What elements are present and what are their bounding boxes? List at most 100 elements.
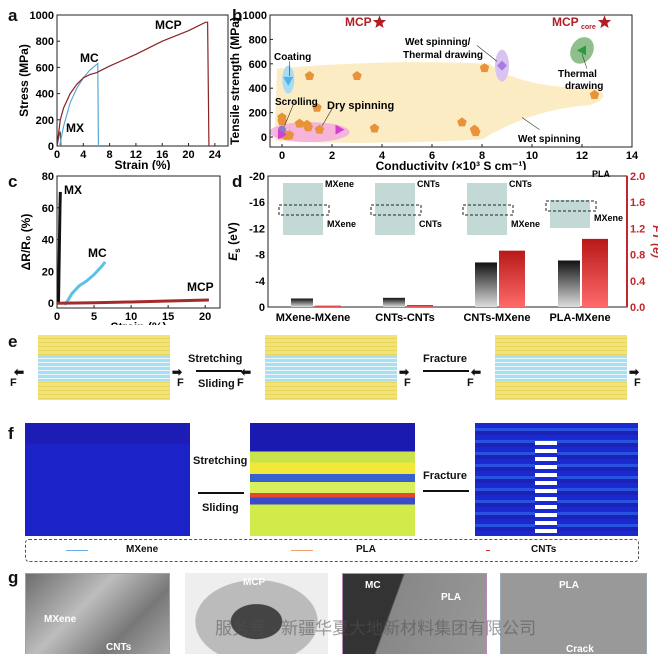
label-stretching-f: Stretching xyxy=(193,455,248,467)
x-tick-label: 0 xyxy=(54,149,60,161)
annotation-leader xyxy=(321,108,333,127)
label-thermal-1: Thermal xyxy=(558,69,597,80)
arrow-left-icon: ⬅ xyxy=(471,365,482,379)
y-axis-label: Stress (MPa) xyxy=(17,44,31,117)
y-axis-label-left: Es (eV) xyxy=(226,222,242,260)
molecular-model-inset xyxy=(375,183,415,235)
x-tick-label: 0 xyxy=(279,150,285,162)
label-mcp-core: MCP xyxy=(552,15,579,29)
label-scrolling: Scrolling xyxy=(275,97,318,108)
y-tick-label: 600 xyxy=(249,59,267,71)
arrow-left-icon: ⬅ xyxy=(241,365,252,379)
arrow-stretching xyxy=(196,370,242,372)
molecular-model-inset xyxy=(283,183,323,235)
bar-es xyxy=(558,260,580,307)
inset-label-top: PLA xyxy=(592,169,611,179)
fem-image-stretching xyxy=(250,423,415,536)
bar-ft xyxy=(582,238,608,307)
y-axis-label: ΔR/R₀ (%) xyxy=(19,214,33,271)
arrow-stretching-f xyxy=(198,492,244,494)
x-tick-label: 20 xyxy=(199,311,211,323)
panel-label-b: b xyxy=(232,6,243,25)
data-point-pentagon xyxy=(352,71,362,81)
sem-label-crack: Crack xyxy=(566,644,594,654)
x-tick-label: 4 xyxy=(379,150,386,162)
sem-image-1: MXene CNTs xyxy=(25,573,170,654)
chart-c-resistance-strain: 0 5 10 15 20 0 20 40 60 80 Strain (%) ΔR/R₀ (%) MX MC… xyxy=(19,171,221,325)
force-label-left: F xyxy=(10,377,17,389)
y-axis-label-right: FT (e) xyxy=(650,225,658,258)
y-tick-label: 400 xyxy=(36,89,54,101)
x-tick-label: 24 xyxy=(209,149,222,161)
data-point-pentagon xyxy=(303,122,314,132)
category-label: PLA-MXene xyxy=(549,312,610,324)
chart-a-stress-strain: 0 4 8 12 16 20 24 0 200 400 600 800 1000 Strain (%) St… xyxy=(17,10,229,170)
label-wet-thermal-1: Wet spinning/ xyxy=(405,37,471,48)
data-point-star xyxy=(372,15,387,28)
data-point-triangle-left xyxy=(577,45,586,56)
label-mcp: MCP xyxy=(155,18,182,32)
inset-label-top: CNTs xyxy=(417,179,440,189)
legend-pla: PLA xyxy=(356,544,376,555)
data-point-pentagon xyxy=(369,123,380,133)
annotation-leader xyxy=(581,53,588,69)
molecular-model-inset xyxy=(550,200,590,228)
inset-label-bottom: MXene xyxy=(511,219,540,229)
y-tick-label-right: 2.0 xyxy=(630,171,645,183)
x-tick-label: 16 xyxy=(156,149,168,161)
sem-label-pla: PLA xyxy=(441,592,461,603)
data-point-pentagon xyxy=(457,117,467,127)
sem-label-mcp: MCP xyxy=(243,577,266,588)
x-axis-label: Strain (%) xyxy=(114,158,170,170)
y-tick-label: 60 xyxy=(42,203,54,215)
label-mcp: MCP xyxy=(187,280,214,294)
data-point-pentagon xyxy=(312,102,322,112)
x-tick-label: 8 xyxy=(479,150,485,162)
bar-ft xyxy=(407,305,433,307)
inset-label-bottom: MXene xyxy=(594,213,623,223)
sem-label-mc: MC xyxy=(365,580,381,591)
label-sliding-f: Sliding xyxy=(202,502,239,514)
sem-label-cnts: CNTs xyxy=(106,642,132,653)
y-tick-label: 80 xyxy=(42,171,54,183)
data-point-pentagon xyxy=(314,124,325,134)
panel-label-c: c xyxy=(8,172,18,191)
plot-frame xyxy=(56,175,221,309)
y-tick-label-left: -12 xyxy=(249,223,265,235)
panel-label-e: e xyxy=(8,332,18,351)
data-point-pentagon xyxy=(304,71,315,81)
series-line-mc xyxy=(59,62,100,147)
x-tick-label: 14 xyxy=(626,150,639,162)
arrow-fracture xyxy=(423,370,469,372)
legend-cnts-swatch xyxy=(486,550,490,551)
sem-image-3: MC PLA xyxy=(342,573,487,654)
y-tick-label: 40 xyxy=(42,235,54,247)
x-tick-label: 4 xyxy=(80,149,87,161)
label-stretching-e: Stretching xyxy=(188,353,243,365)
y-tick-label-left: -16 xyxy=(249,197,265,209)
category-label: CNTs-MXene xyxy=(463,312,530,324)
wet-spinning-region xyxy=(274,62,604,143)
label-thermal-2: drawing xyxy=(565,81,603,92)
label-dry-spinning: Dry spinning xyxy=(327,100,394,112)
data-point-diamond xyxy=(497,60,507,71)
y-tick-label-left: 0 xyxy=(259,302,265,314)
plot-frame xyxy=(56,14,229,147)
sem-image-4: PLA Crack xyxy=(500,573,647,654)
molecular-model-inset xyxy=(467,183,507,235)
fem-image-initial xyxy=(25,423,190,536)
y-tick-label: 1000 xyxy=(243,10,267,22)
y-tick-label: 0 xyxy=(48,298,54,310)
interface-dashed-box xyxy=(370,204,422,216)
sem-image-2: MCP xyxy=(185,573,328,654)
category-label: MXene-MXene xyxy=(276,312,351,324)
y-tick-label: 0 xyxy=(48,141,54,153)
panel-label-d: d xyxy=(232,172,243,191)
y-tick-label: 20 xyxy=(42,266,54,278)
y-tick-label-left: -8 xyxy=(255,250,265,262)
y-tick-label-right: 0.4 xyxy=(630,276,646,288)
arrow-fracture-f xyxy=(423,490,469,492)
annotation-leader xyxy=(284,101,295,127)
watermark: 服务号 · 新疆华夏大地新材料集团有限公司 xyxy=(215,619,537,638)
